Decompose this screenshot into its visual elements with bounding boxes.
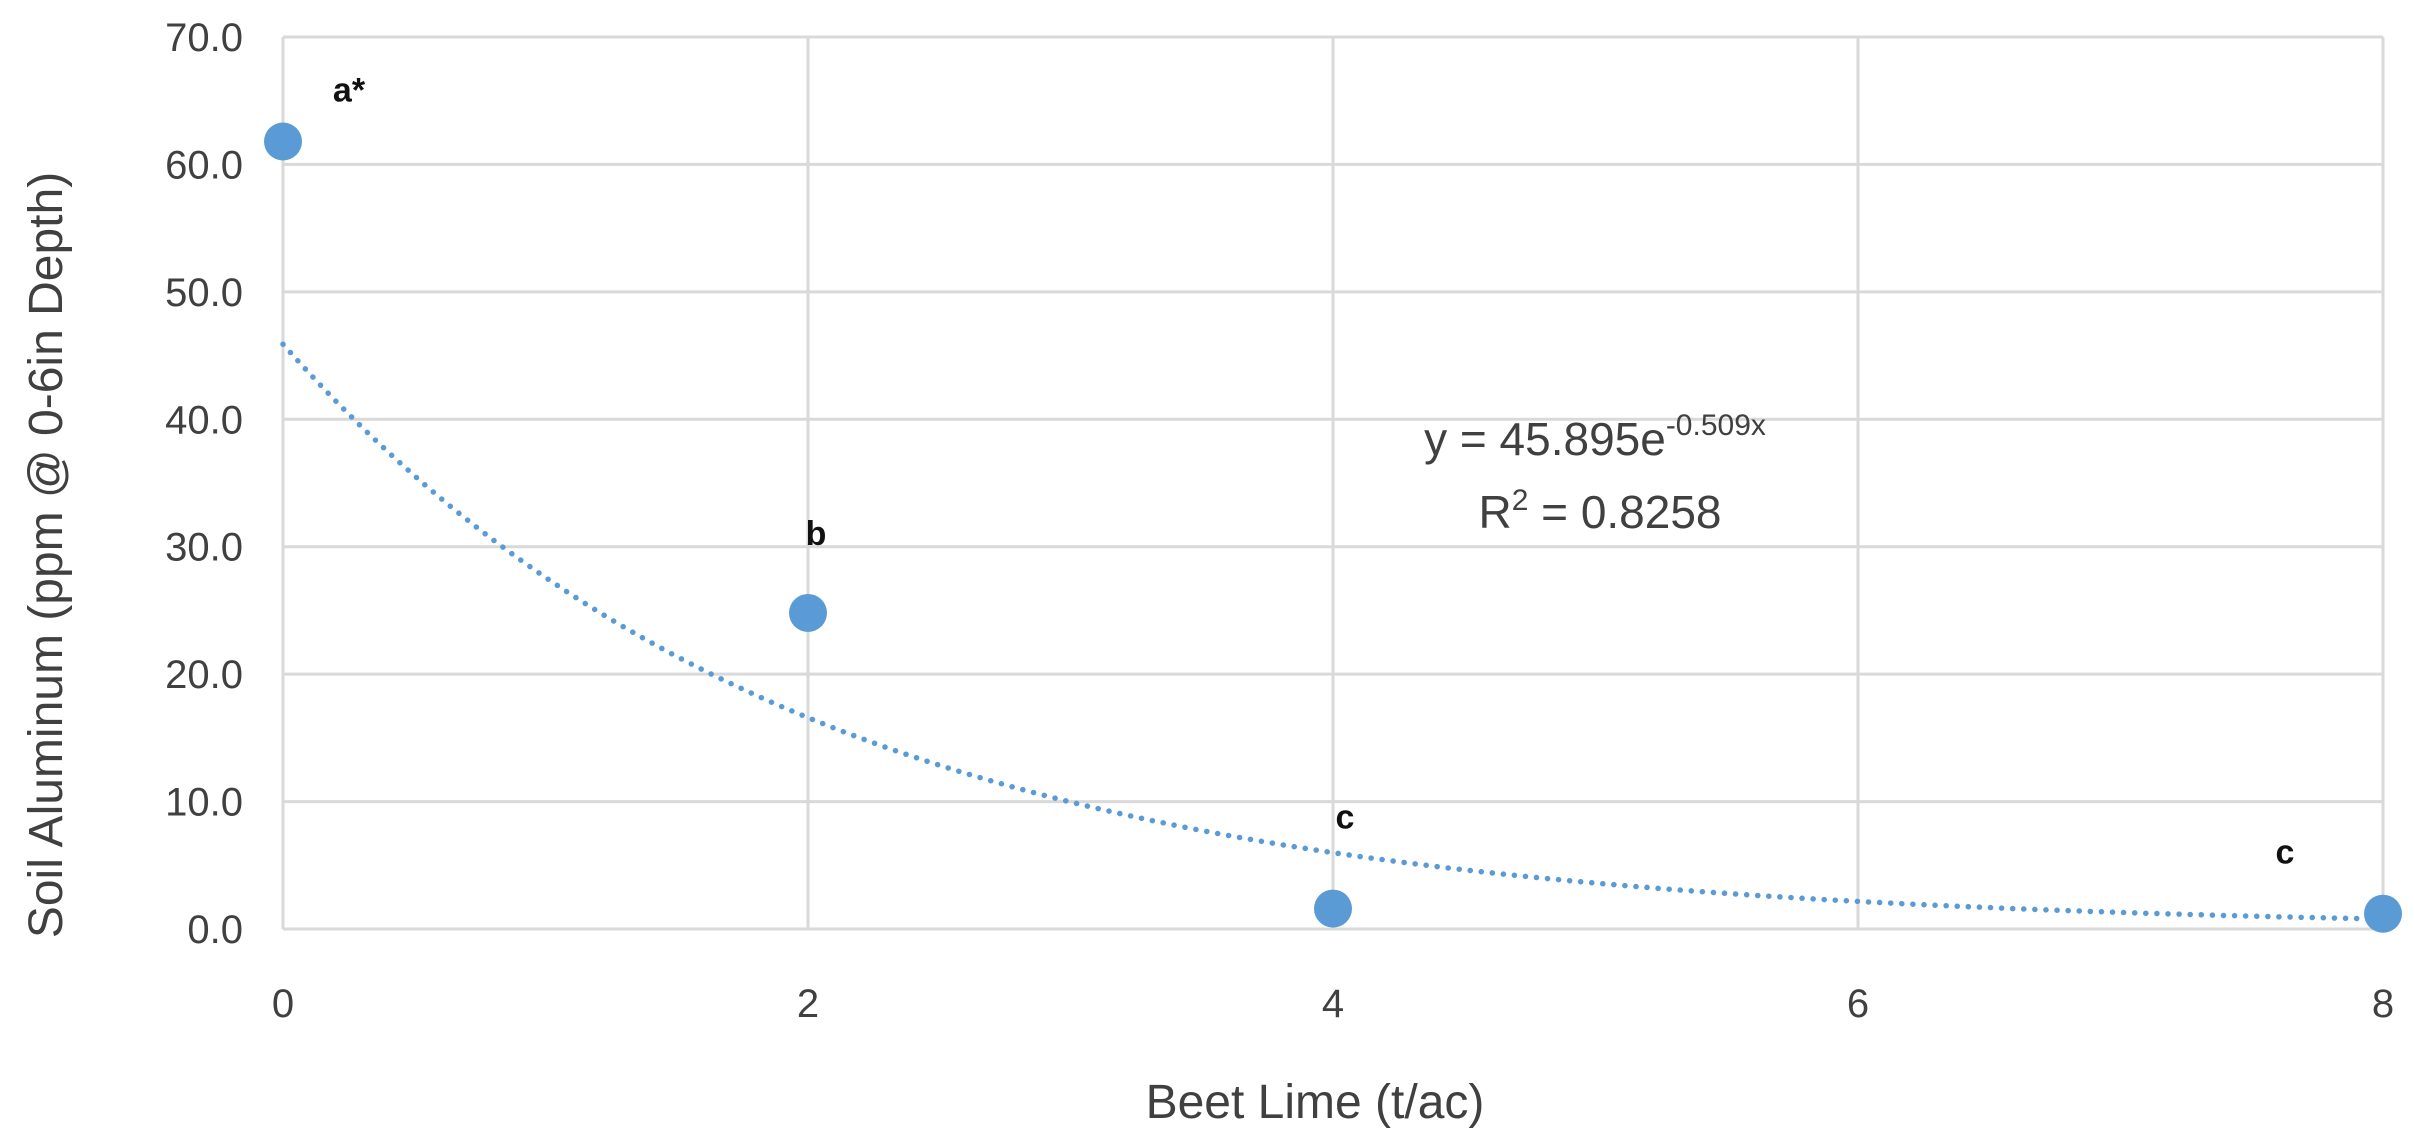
trendline-equation: y = 45.895e-0.509x (1424, 409, 1766, 465)
x-tick-label: 0 (272, 982, 294, 1026)
data-point (264, 122, 302, 161)
data-points: a* b c c (264, 71, 2402, 933)
x-tick-label: 6 (1847, 982, 1869, 1026)
equation-prefix: y = 45.895e (1424, 413, 1666, 465)
trendline (280, 341, 2386, 922)
y-tick-label: 40.0 (165, 398, 243, 442)
y-tick-label: 0.0 (187, 908, 243, 952)
r2-superscript: 2 (1512, 484, 1529, 517)
x-axis-title: Beet Lime (t/ac) (1146, 1076, 1485, 1129)
data-point (789, 593, 827, 632)
data-point (1314, 889, 1352, 928)
y-tick-label: 30.0 (165, 526, 243, 570)
x-tick-label: 4 (1322, 982, 1344, 1026)
r-squared-label: R2 = 0.8258 (1478, 484, 1721, 538)
y-tick-label: 60.0 (165, 143, 243, 187)
x-tick-label: 2 (797, 982, 819, 1026)
data-point-label: c (1336, 799, 1355, 837)
y-tick-label: 70.0 (165, 16, 243, 60)
data-point-label: c (2276, 834, 2295, 872)
data-point-label: a* (333, 71, 366, 109)
data-point-label: b (806, 515, 827, 553)
y-tick-label: 10.0 (165, 781, 243, 825)
r2-prefix: R (1478, 486, 1511, 538)
y-tick-label: 20.0 (165, 653, 243, 697)
x-tick-label: 8 (2372, 982, 2394, 1026)
equation-exponent: -0.509x (1666, 409, 1766, 442)
data-point (2364, 894, 2402, 933)
tick-labels: 0.0 10.0 20.0 30.0 40.0 50.0 60.0 70.0 0 2 4 6 8 (165, 16, 2394, 1026)
y-tick-label: 50.0 (165, 271, 243, 315)
r2-value: = 0.8258 (1528, 486, 1721, 538)
gridlines (281, 35, 2385, 931)
y-axis-title: Soil Aluminum (ppm @ 0-6in Depth) (20, 172, 73, 938)
trendline-group (280, 341, 2386, 922)
